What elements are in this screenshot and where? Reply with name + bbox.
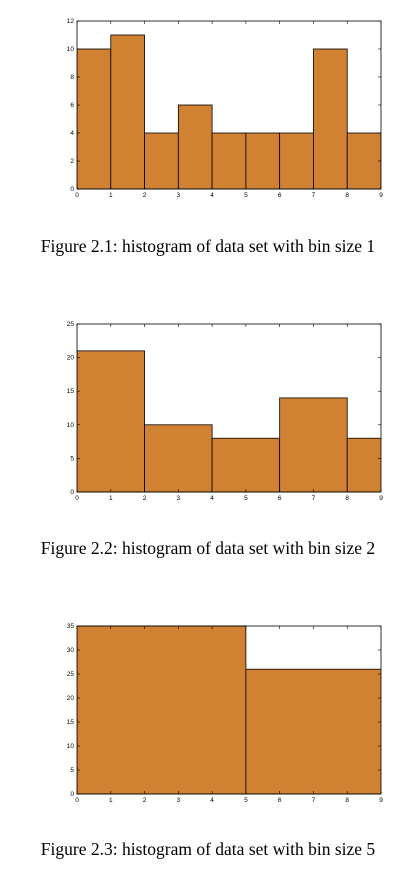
figure-2-3: 0 1 2 3 4 5 6 7 8 9 0 5 10 15 20 25 30 35 Figure 2.3: his… <box>0 600 416 877</box>
y-tick-label: 8 <box>70 74 74 81</box>
x-tick-label: 2 <box>143 797 147 804</box>
histogram-bar <box>211 437 281 493</box>
figure-caption: Figure 2.2: histogram of data set with b… <box>40 538 376 558</box>
histogram-bar <box>279 132 314 190</box>
x-tick-label: 4 <box>210 495 214 502</box>
x-tick-label: 8 <box>345 797 349 804</box>
y-tick-label: 10 <box>67 46 75 53</box>
y-tick-label: 0 <box>70 791 74 798</box>
x-tick-label: 8 <box>345 495 349 502</box>
x-tick-label: 1 <box>109 192 113 199</box>
histogram-bar <box>77 48 112 190</box>
y-tick-label: 25 <box>67 671 75 678</box>
x-tick-label: 2 <box>143 192 147 199</box>
x-tick-label: 5 <box>244 495 248 502</box>
x-tick-label: 0 <box>75 192 79 199</box>
x-tick-label: 7 <box>312 495 316 502</box>
x-tick-label: 2 <box>143 495 147 502</box>
x-tick-label: 3 <box>177 797 181 804</box>
x-tick-label: 0 <box>75 797 79 804</box>
y-tick-label: 30 <box>67 647 75 654</box>
x-tick-label: 1 <box>109 797 113 804</box>
x-tick-label: 1 <box>109 495 113 502</box>
bars <box>77 34 381 190</box>
x-tick-label: 9 <box>379 192 383 199</box>
histogram-bar <box>144 132 179 190</box>
x-tick-label: 5 <box>244 797 248 804</box>
histogram-bar <box>77 625 247 795</box>
y-tick-label: 20 <box>67 695 75 702</box>
x-tick-label: 0 <box>75 495 79 502</box>
histogram-chart-3: 0 1 2 3 4 5 6 7 8 9 0 5 10 15 20 25 30 35 <box>67 623 383 804</box>
x-tick-label: 7 <box>312 797 316 804</box>
histogram-bar <box>77 350 145 493</box>
x-tick-label: 5 <box>244 192 248 199</box>
y-tick-label: 20 <box>67 355 75 362</box>
y-tick-label: 10 <box>67 422 75 429</box>
bars <box>77 625 381 795</box>
histogram-bar <box>380 132 381 190</box>
x-tick-label: 4 <box>210 192 214 199</box>
plot-frame <box>76 625 382 795</box>
y-tick-label: 0 <box>70 186 74 193</box>
figure-2-2: 0 1 2 3 4 5 6 7 8 9 0 5 10 15 20 25 Figure 2.2: histogr… <box>0 300 416 590</box>
figure-caption: Figure 2.1: histogram of data set with b… <box>40 236 376 256</box>
plot-frame <box>76 323 382 493</box>
histogram-chart-2: 0 1 2 3 4 5 6 7 8 9 0 5 10 15 20 25 <box>67 321 383 502</box>
y-tick-label: 5 <box>70 767 74 774</box>
histogram-bar <box>346 437 381 493</box>
y-tick-label: 2 <box>70 158 74 165</box>
y-tick-label: 6 <box>70 102 74 109</box>
x-tick-label: 6 <box>278 495 282 502</box>
y-tick-label: 12 <box>67 18 75 25</box>
bars <box>77 350 381 493</box>
histogram-bar <box>177 104 213 190</box>
figure-caption: Figure 2.3: histogram of data set with b… <box>40 839 376 859</box>
x-tick-label: 9 <box>379 797 383 804</box>
x-tick-label: 3 <box>177 495 181 502</box>
x-tick-label: 7 <box>312 192 316 199</box>
histogram-bar <box>346 132 381 190</box>
y-tick-label: 5 <box>70 455 74 462</box>
y-tick-label: 10 <box>67 743 75 750</box>
x-tick-label: 3 <box>177 192 181 199</box>
x-tick-label: 6 <box>278 192 282 199</box>
figure-2-1: 0 1 2 3 4 5 6 7 8 9 0 2 4 6 8 10 12 Figure 2.1: histogra… <box>0 0 416 270</box>
x-tick-label: 9 <box>379 495 383 502</box>
histogram-bar <box>245 668 381 795</box>
x-tick-label: 6 <box>278 797 282 804</box>
histogram-bar <box>144 424 213 493</box>
y-tick-label: 25 <box>67 321 75 328</box>
y-tick-label: 15 <box>67 388 75 395</box>
histogram-bar <box>245 132 281 190</box>
x-tick-label: 4 <box>210 797 214 804</box>
histogram-bar <box>110 34 145 190</box>
y-tick-label: 0 <box>70 489 74 496</box>
y-tick-label: 4 <box>70 130 74 137</box>
y-tick-label: 15 <box>67 719 75 726</box>
histogram-bar <box>279 397 348 493</box>
histogram-bar <box>211 132 247 190</box>
x-tick-label: 8 <box>345 192 349 199</box>
y-tick-label: 35 <box>67 623 75 630</box>
histogram-bar <box>313 48 348 190</box>
